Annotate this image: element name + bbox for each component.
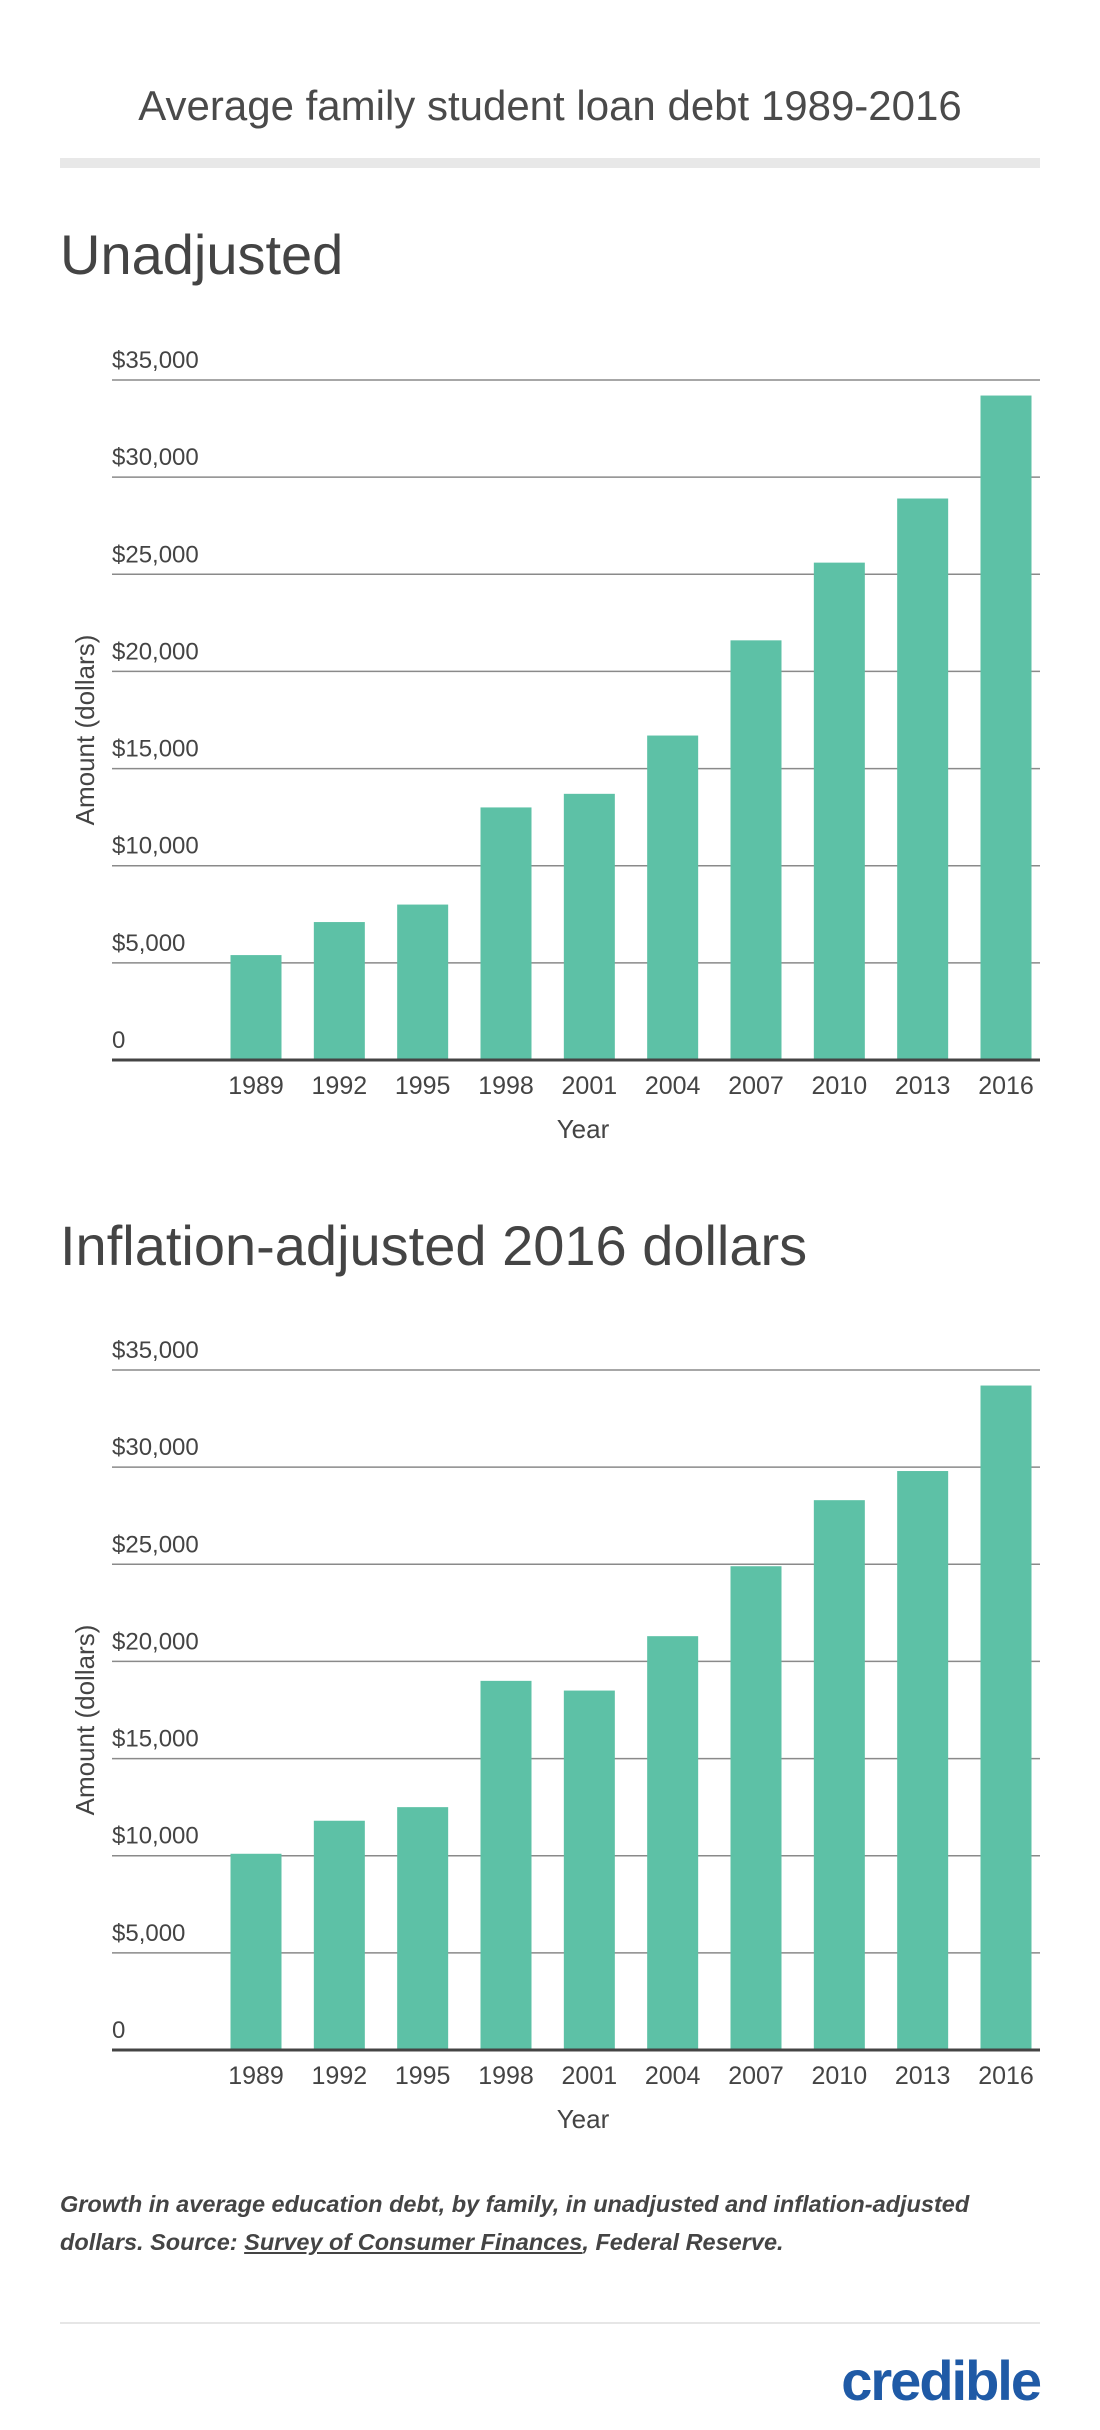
title-divider [60,158,1040,168]
x-tick-label: 1989 [228,1072,284,1100]
source-link[interactable]: Survey of Consumer Finances [244,2229,583,2255]
bar-2001 [563,1690,615,2050]
bar-1995 [397,1807,449,2050]
x-tick-label: 2007 [728,1072,784,1100]
x-tick-label: 2007 [728,2062,784,2090]
caption-text: Growth in average education debt, by fam… [60,2191,970,2255]
bar-2016 [980,395,1032,1060]
x-tick-label: 1995 [395,2062,451,2090]
x-axis-label: Year [557,2104,610,2134]
x-tick-label: 2004 [645,1072,701,1100]
bar-1989 [230,955,282,1060]
bar-2010 [813,1500,865,2050]
y-tick-label: $5,000 [112,930,185,957]
chart-svg: 0 $5,000 $10,000 $15,000 $20,000 $25,000 $30,0… [70,347,1040,1144]
x-tick-label: 2010 [812,1072,868,1100]
x-tick-label: 1989 [228,2062,284,2090]
y-tick-label: $20,000 [112,638,199,665]
bar-2016 [980,1385,1032,2050]
x-tick-label: 2016 [978,1072,1034,1100]
y-tick-label: $25,000 [112,541,199,568]
y-tick-label: $15,000 [112,736,199,763]
y-tick-label: $5,000 [112,1920,185,1947]
y-tick-label: $35,000 [112,347,199,374]
chart-unadjusted: 0 $5,000 $10,000 $15,000 $20,000 $25,000 $30,0… [60,340,1050,1180]
y-axis-label: Amount (dollars) [70,635,100,826]
bar-1992 [313,922,365,1060]
bar-2013 [897,498,949,1060]
credible-logo: credible [841,2349,1042,2412]
bar-2007 [730,640,782,1060]
y-tick-label: $20,000 [112,1628,199,1655]
x-tick-label: 1998 [478,2062,534,2090]
x-tick-label: 2013 [895,1072,951,1100]
caption: Growth in average education debt, by fam… [60,2185,1040,2261]
caption-text-end: , Federal Reserve. [582,2229,784,2255]
chart-1-title: Unadjusted [60,223,344,286]
x-tick-label: 2001 [562,1072,618,1100]
y-tick-label: $10,000 [112,833,199,860]
bar-2010 [813,562,865,1060]
bar-1998 [480,807,532,1060]
x-tick-label: 2016 [978,2062,1034,2090]
bar-2004 [647,735,699,1060]
x-tick-label: 1998 [478,1072,534,1100]
y-tick-label: 0 [112,1027,125,1054]
x-tick-label: 2004 [645,2062,701,2090]
x-tick-label: 1995 [395,1072,451,1100]
y-tick-label: 0 [112,2017,125,2044]
bar-2013 [897,1471,949,2050]
x-tick-label: 2010 [812,2062,868,2090]
bar-1995 [397,904,449,1060]
bar-1992 [313,1820,365,2050]
y-tick-label: $15,000 [112,1726,199,1753]
y-tick-label: $10,000 [112,1823,199,1850]
y-tick-label: $35,000 [112,1337,199,1364]
y-tick-label: $30,000 [112,444,199,471]
y-tick-label: $25,000 [112,1531,199,1558]
x-tick-label: 2013 [895,2062,951,2090]
y-axis-label: Amount (dollars) [70,1625,100,1816]
x-axis-label: Year [557,1114,610,1144]
footer-divider [60,2322,1040,2324]
bar-2001 [563,793,615,1060]
chart-svg: 0 $5,000 $10,000 $15,000 $20,000 $25,000 $30,0… [70,1337,1040,2134]
y-tick-label: $30,000 [112,1434,199,1461]
chart-inflation-adjusted: 0 $5,000 $10,000 $15,000 $20,000 $25,000 $30,0… [60,1330,1050,2170]
bar-1989 [230,1853,282,2050]
chart-2-title: Inflation-adjusted 2016 dollars [60,1214,808,1277]
page-title: Average family student loan debt 1989-20… [138,82,962,129]
bar-1998 [480,1680,532,2050]
x-tick-label: 1992 [312,2062,368,2090]
bar-2007 [730,1566,782,2050]
bar-2004 [647,1636,699,2050]
x-tick-label: 2001 [562,2062,618,2090]
x-tick-label: 1992 [312,1072,368,1100]
